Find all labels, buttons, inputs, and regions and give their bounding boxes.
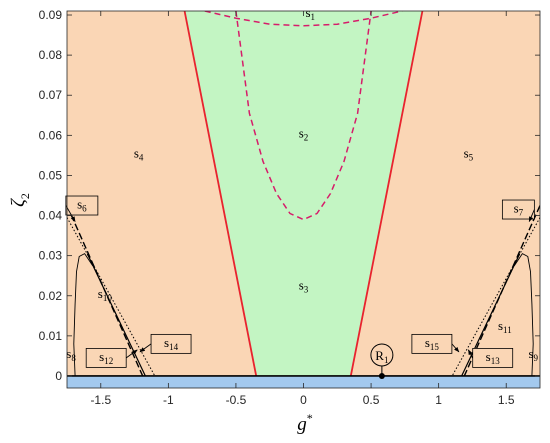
x-tick-label: 0	[300, 393, 307, 407]
x-tick-label: -1.5	[90, 393, 111, 407]
y-axis-label: ζ2	[8, 193, 32, 207]
y-tick-label: 0.08	[39, 48, 63, 62]
y-tick-label: 0.05	[39, 168, 63, 182]
region-label-s5: s5	[464, 145, 474, 162]
region-label-s9: s9	[528, 346, 538, 363]
y-tick-label: 0.09	[39, 8, 63, 22]
boxed-label-s15: s15	[425, 335, 440, 352]
left-red-boundary	[183, 11, 258, 377]
axes: -1.5 -1 -0.5 0 0.5 1 1.5 0 0.01 0.02 0.03 0.04 0.05 0…	[39, 8, 541, 407]
x-tick-label: 1	[435, 393, 442, 407]
boxed-label-s13: s13	[486, 349, 501, 366]
region-label-s3: s3	[299, 278, 309, 295]
region-label-s2: s2	[299, 125, 309, 142]
left-loop-curve	[73, 253, 94, 377]
x-axis-label: g*	[297, 411, 313, 435]
left-solid-line	[86, 253, 146, 377]
region-label-s11: s11	[498, 318, 512, 335]
y-tick-label: 0.01	[39, 329, 63, 343]
x-tick-label: -1	[163, 393, 174, 407]
boxed-label-s6: s6	[77, 197, 87, 214]
x-tick-label: 0.5	[363, 393, 380, 407]
boxed-label-s12: s12	[99, 349, 113, 366]
region-label-s8: s8	[66, 346, 76, 363]
point-label: R1	[375, 348, 388, 365]
label-arrow-s15	[451, 343, 460, 353]
y-tick-label: 0.06	[39, 128, 63, 142]
region-labels: R1 s1 s2 s3 s4 s5 s8 s9 s10 s11 s6 s7 s12 s13 s14 s15	[65, 5, 539, 379]
y-tick-label: 0.04	[39, 209, 63, 223]
label-arrow-s7	[528, 209, 535, 223]
boxed-label-s14: s14	[164, 335, 179, 352]
bottom-band	[67, 375, 540, 388]
plot-area	[67, 11, 540, 388]
region-label-s10: s10	[98, 286, 113, 303]
y-tick-label: 0	[55, 369, 62, 383]
central-region	[184, 11, 423, 376]
label-arrow-s12	[125, 349, 138, 359]
y-tick-label: 0.07	[39, 88, 63, 102]
label-arrow-s14	[139, 343, 152, 353]
point-circle	[370, 343, 394, 367]
label-arrow-s13	[467, 349, 474, 359]
region-label-s1: s1	[305, 5, 315, 22]
right-red-boundary	[349, 11, 424, 377]
x-tick-label: 1.5	[498, 393, 515, 407]
region-label-s4: s4	[134, 145, 144, 162]
y-tick-label: 0.03	[39, 249, 63, 263]
boxed-label-s7: s7	[514, 201, 524, 218]
dashed-upper-curve	[204, 11, 403, 27]
y-tick-label: 0.02	[39, 289, 63, 303]
right-loop-curve	[513, 253, 534, 377]
x-tick-label: -0.5	[226, 393, 247, 407]
right-dotted-line	[451, 217, 540, 377]
label-arrow-s6	[65, 205, 76, 223]
